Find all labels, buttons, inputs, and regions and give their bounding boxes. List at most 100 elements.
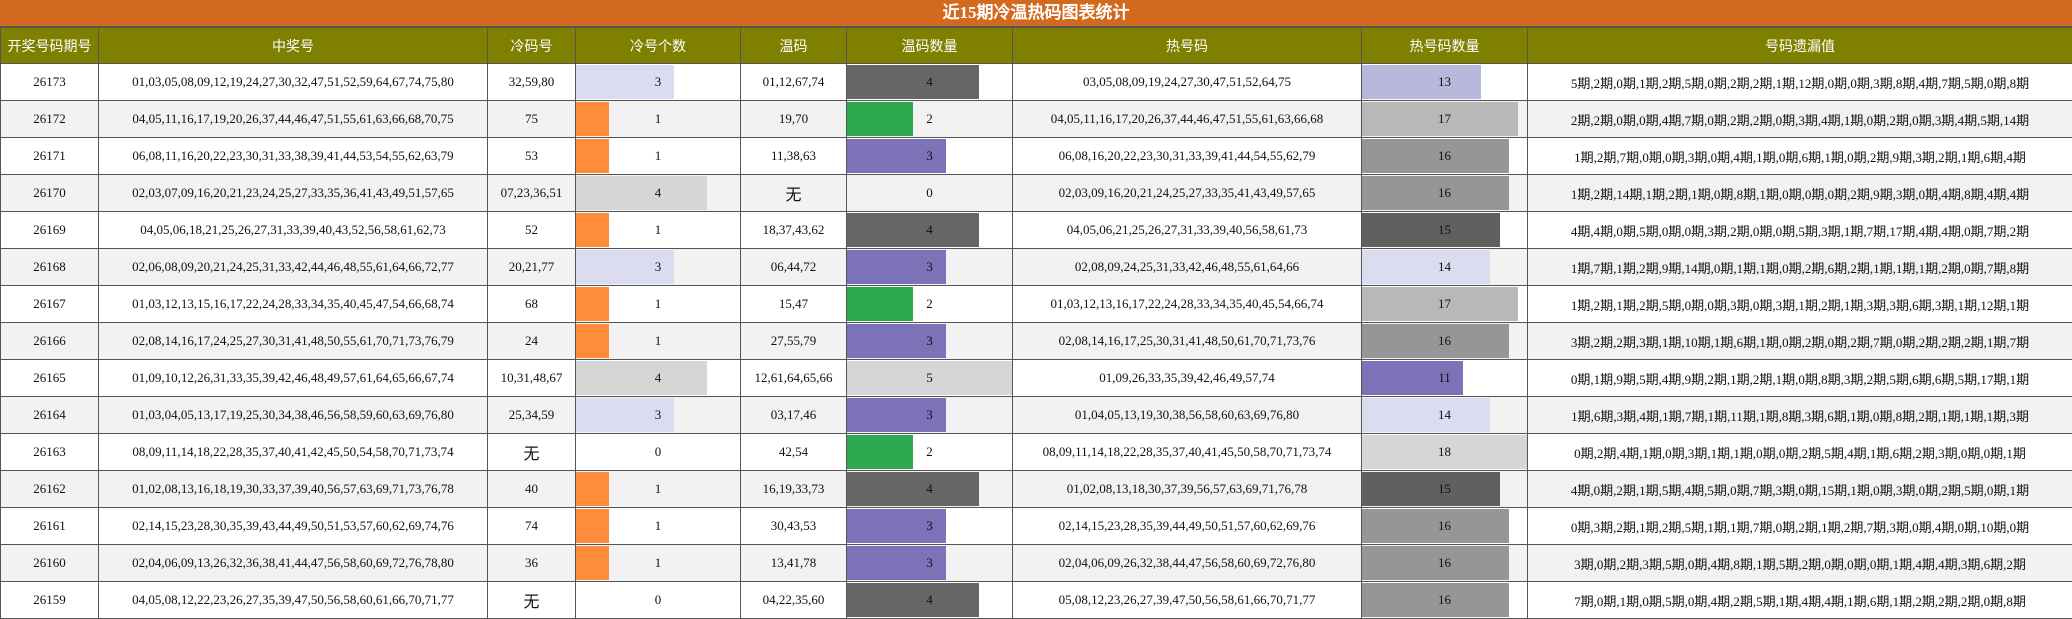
- warm-count-cell-value: 4: [926, 592, 933, 607]
- cold-count-cell-bar: [576, 139, 609, 173]
- miss-cell: 3期,2期,2期,3期,1期,10期,1期,6期,1期,0期,2期,0期,2期,…: [1528, 323, 2072, 360]
- hot-count-cell-value: 15: [1438, 222, 1451, 237]
- miss-cell: 3期,0期,2期,3期,5期,0期,4期,8期,1期,5期,2期,0期,0期,0…: [1528, 545, 2072, 582]
- warm-count-cell: 4: [847, 212, 1013, 249]
- numbers-cell: 06,08,11,16,20,22,23,30,31,33,38,39,41,4…: [99, 138, 488, 175]
- warm-count-cell-value: 3: [926, 148, 933, 163]
- cold-count-cell: 3: [576, 397, 741, 434]
- hot-count-cell-value: 13: [1438, 74, 1451, 89]
- warm-count-cell-value: 2: [926, 111, 933, 126]
- cold-count-cell-value: 1: [655, 333, 662, 348]
- hot-count-cell-value: 11: [1438, 370, 1451, 385]
- cold-count-cell: 1: [576, 286, 741, 323]
- cold-count-cell: 1: [576, 508, 741, 545]
- cold-cell: 53: [488, 138, 576, 175]
- period-cell: 26173: [1, 64, 99, 101]
- hot-cell: 03,05,08,09,19,24,27,30,47,51,52,64,75: [1013, 64, 1362, 101]
- cold-count-cell-value: 1: [655, 222, 662, 237]
- numbers-cell: 02,04,06,09,13,26,32,36,38,41,44,47,56,5…: [99, 545, 488, 582]
- cold-cell: 75: [488, 101, 576, 138]
- cold-cell: 36: [488, 545, 576, 582]
- warm-count-cell-value: 4: [926, 481, 933, 496]
- warm-count-cell: 3: [847, 397, 1013, 434]
- hot-count-cell-value: 16: [1438, 592, 1451, 607]
- hot-count-cell-value: 14: [1438, 407, 1451, 422]
- period-cell: 26159: [1, 582, 99, 619]
- cold-count-cell: 3: [576, 64, 741, 101]
- warm-count-cell-value: 3: [926, 407, 933, 422]
- hot-cell: 02,14,15,23,28,35,39,44,49,50,51,57,60,6…: [1013, 508, 1362, 545]
- header-period: 开奖号码期号: [1, 28, 99, 64]
- period-cell: 26165: [1, 360, 99, 397]
- numbers-cell: 02,06,08,09,20,21,24,25,31,33,42,44,46,4…: [99, 249, 488, 286]
- warm-count-cell-value: 0: [926, 185, 933, 200]
- header-miss: 号码遗漏值: [1528, 28, 2072, 64]
- hot-cell: 02,03,09,16,20,21,24,25,27,33,35,41,43,4…: [1013, 175, 1362, 212]
- header-hot: 热号码: [1013, 28, 1362, 64]
- numbers-cell: 02,08,14,16,17,24,25,27,30,31,41,48,50,5…: [99, 323, 488, 360]
- hot-count-cell-bar: [1362, 583, 1509, 617]
- hot-count-cell-bar: [1362, 250, 1490, 284]
- cold-cell: 无: [488, 434, 576, 471]
- header-numbers: 中奖号: [99, 28, 488, 64]
- warm-count-cell-value: 2: [926, 296, 933, 311]
- miss-cell: 1期,6期,3期,4期,1期,7期,1期,11期,1期,8期,3期,6期,1期,…: [1528, 397, 2072, 434]
- warm-count-cell: 4: [847, 582, 1013, 619]
- hot-count-cell-bar: [1362, 213, 1500, 247]
- cold-count-cell: 1: [576, 323, 741, 360]
- warm-count-cell: 2: [847, 101, 1013, 138]
- warm-cell: 01,12,67,74: [741, 64, 847, 101]
- warm-count-cell: 3: [847, 545, 1013, 582]
- hot-cell: 01,04,05,13,19,30,38,56,58,60,63,69,76,8…: [1013, 397, 1362, 434]
- warm-count-cell-bar: [847, 472, 979, 506]
- cold-count-cell: 1: [576, 471, 741, 508]
- cold-cell: 10,31,48,67: [488, 360, 576, 397]
- period-cell: 26160: [1, 545, 99, 582]
- hot-count-cell-bar: [1362, 65, 1481, 99]
- cold-count-cell: 3: [576, 249, 741, 286]
- miss-cell: 0期,3期,2期,1期,2期,5期,1期,1期,7期,0期,2期,1期,2期,7…: [1528, 508, 2072, 545]
- period-cell: 26162: [1, 471, 99, 508]
- hot-cell: 04,05,06,21,25,26,27,31,33,39,40,56,58,6…: [1013, 212, 1362, 249]
- warm-count-cell-bar: [847, 583, 979, 617]
- cold-count-cell-value: 4: [655, 370, 662, 385]
- cold-cell: 74: [488, 508, 576, 545]
- cold-cell: 20,21,77: [488, 249, 576, 286]
- hot-count-cell: 16: [1362, 582, 1528, 619]
- warm-count-cell: 2: [847, 434, 1013, 471]
- hot-count-cell-bar: [1362, 546, 1509, 580]
- hot-cell: 02,08,09,24,25,31,33,42,46,48,55,61,64,6…: [1013, 249, 1362, 286]
- hot-count-cell-bar: [1362, 472, 1500, 506]
- hot-count-cell-bar: [1362, 509, 1509, 543]
- cold-count-cell: 1: [576, 212, 741, 249]
- hot-cell: 05,08,12,23,26,27,39,47,50,56,58,61,66,7…: [1013, 582, 1362, 619]
- hot-count-cell: 16: [1362, 508, 1528, 545]
- cold-count-cell-value: 1: [655, 555, 662, 570]
- cold-count-cell-bar: [576, 361, 707, 395]
- period-cell: 26166: [1, 323, 99, 360]
- warm-count-cell-bar: [847, 287, 913, 321]
- page-title: 近15期冷温热码图表统计: [0, 0, 2072, 27]
- warm-cell: 18,37,43,62: [741, 212, 847, 249]
- warm-count-cell-value: 3: [926, 259, 933, 274]
- hot-count-cell: 17: [1362, 101, 1528, 138]
- hot-count-cell-value: 15: [1438, 481, 1451, 496]
- miss-cell: 1期,2期,7期,0期,0期,3期,0期,4期,1期,0期,6期,1期,0期,2…: [1528, 138, 2072, 175]
- hot-count-cell-value: 14: [1438, 259, 1451, 274]
- miss-cell: 7期,0期,1期,0期,5期,0期,4期,2期,5期,1期,4期,4期,1期,6…: [1528, 582, 2072, 619]
- cold-count-cell-bar: [576, 509, 609, 543]
- cold-count-cell-value: 1: [655, 296, 662, 311]
- cold-count-cell-bar: [576, 472, 609, 506]
- warm-cell: 03,17,46: [741, 397, 847, 434]
- warm-count-cell: 4: [847, 64, 1013, 101]
- header-warm: 温码: [741, 28, 847, 64]
- hot-count-cell-value: 17: [1438, 296, 1451, 311]
